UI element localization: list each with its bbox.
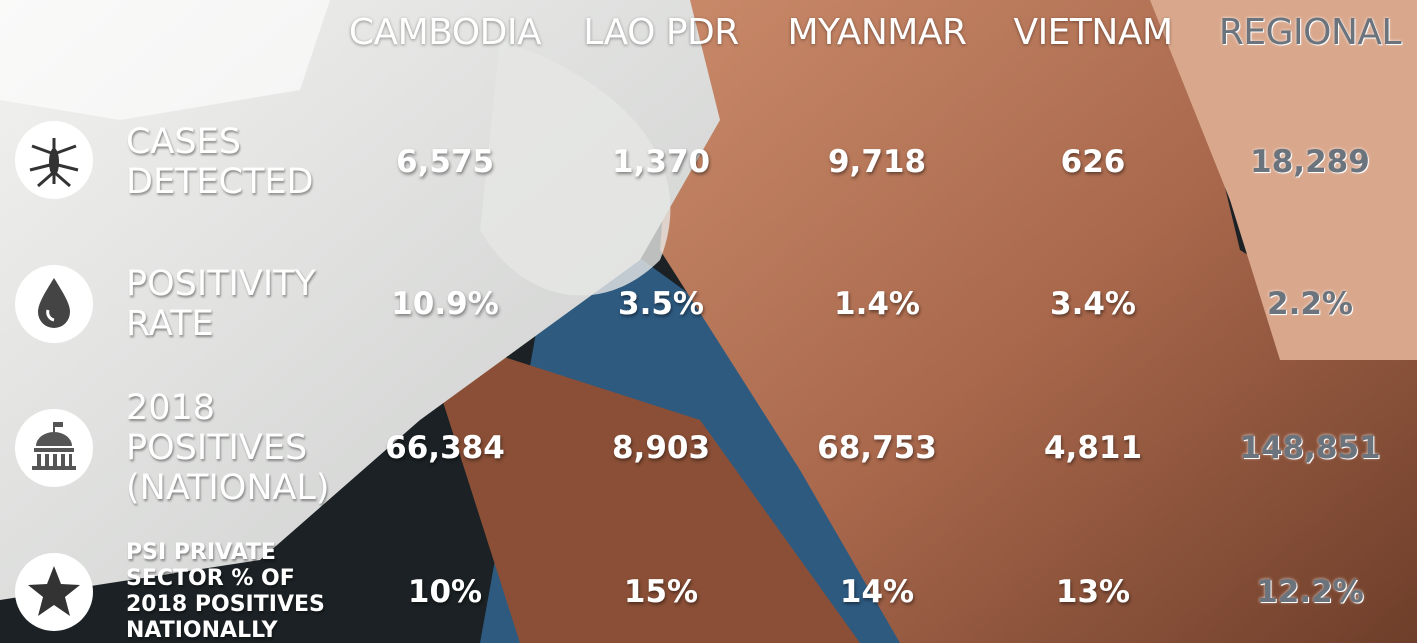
government-icon bbox=[15, 409, 93, 487]
table-cell: 626 bbox=[1060, 144, 1126, 180]
table-cell: 14% bbox=[839, 574, 915, 610]
table-cell: 18,289 bbox=[1250, 144, 1370, 180]
column-header: LAO PDR bbox=[583, 12, 739, 53]
star-icon bbox=[15, 553, 93, 631]
table-cell: 148,851 bbox=[1239, 430, 1381, 466]
column-header: MYANMAR bbox=[787, 12, 967, 53]
table-cell: 10.9% bbox=[391, 286, 499, 322]
table-cell: 66,384 bbox=[385, 430, 505, 466]
column-header: VIETNAM bbox=[1013, 12, 1173, 53]
table-cell: 4,811 bbox=[1043, 430, 1143, 466]
table-cell: 3.5% bbox=[618, 286, 704, 322]
row-label: CASES DETECTED bbox=[126, 122, 314, 202]
table-cell: 3.4% bbox=[1050, 286, 1136, 322]
table-cell: 1,370 bbox=[611, 144, 711, 180]
column-header: REGIONAL bbox=[1218, 12, 1402, 53]
row-label: POSITIVITY RATE bbox=[126, 264, 316, 344]
drop-icon bbox=[15, 265, 93, 343]
table-cell: 12.2% bbox=[1256, 574, 1364, 610]
row-label: PSI PRIVATE SECTOR % OF 2018 POSITIVES N… bbox=[126, 540, 325, 643]
table-cell: 1.4% bbox=[834, 286, 920, 322]
table-cell: 15% bbox=[623, 574, 699, 610]
column-header: CAMBODIA bbox=[348, 12, 542, 53]
table-cell: 10% bbox=[407, 574, 483, 610]
table-cell: 2.2% bbox=[1267, 286, 1353, 322]
mosquito-icon bbox=[15, 121, 93, 199]
table-cell: 8,903 bbox=[611, 430, 711, 466]
row-label: 2018 POSITIVES (NATIONAL) bbox=[126, 388, 330, 508]
table-cell: 13% bbox=[1055, 574, 1131, 610]
table-cell: 9,718 bbox=[827, 144, 927, 180]
table-cell: 6,575 bbox=[395, 144, 495, 180]
table-cell: 68,753 bbox=[817, 430, 937, 466]
